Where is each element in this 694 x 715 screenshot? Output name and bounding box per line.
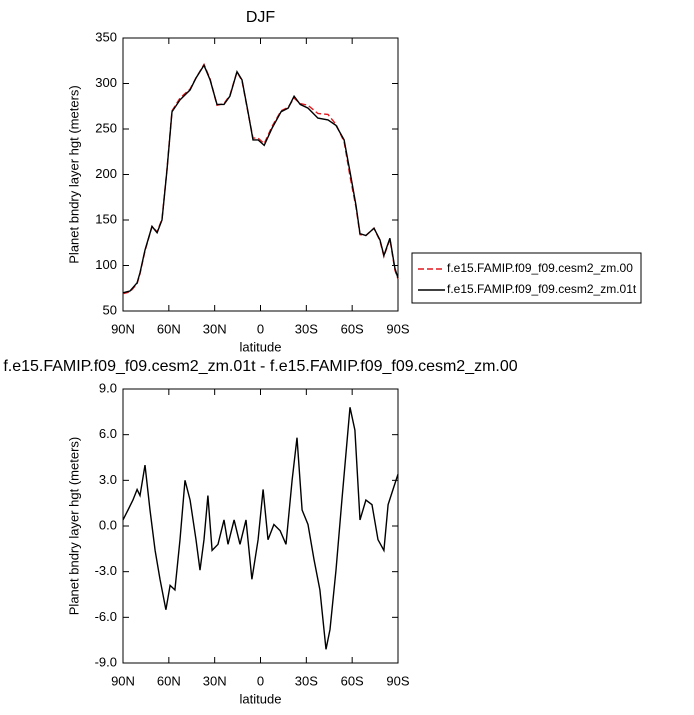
y-tick-label: -9.0 [95, 654, 117, 669]
x-tick-label: 60S [341, 321, 364, 336]
y-tick-label: 6.0 [99, 426, 117, 441]
y-tick-label: 300 [95, 75, 117, 90]
plot-frame [122, 37, 399, 312]
x-tick-label: 90S [386, 673, 409, 688]
x-tick-label: 0 [257, 673, 264, 688]
x-tick-label: 60S [341, 673, 364, 688]
x-axis-label: latitude [240, 339, 282, 354]
y-tick-label: 0.0 [99, 517, 117, 532]
y-tick-label: -6.0 [95, 609, 117, 624]
legend-label: f.e15.FAMIP.f09_f09.cesm2_zm.01t [447, 282, 637, 296]
y-axis-label: Planet bndry layer hgt (meters) [66, 437, 81, 615]
legend-label: f.e15.FAMIP.f09_f09.cesm2_zm.00 [447, 261, 633, 275]
y-tick-label: 150 [95, 211, 117, 226]
line-series [122, 63, 399, 294]
x-tick-label: 30S [295, 321, 318, 336]
y-tick-label: 50 [103, 302, 117, 317]
x-tick-label: 90S [386, 321, 409, 336]
x-tick-label: 0 [257, 321, 264, 336]
y-tick-label: 100 [95, 257, 117, 272]
x-tick-label: 60N [157, 321, 181, 336]
y-tick-label: 3.0 [99, 472, 117, 487]
x-tick-label: 60N [157, 673, 181, 688]
y-tick-label: 350 [95, 29, 117, 44]
line-series [122, 407, 399, 650]
line-series [122, 62, 399, 295]
legend-box [411, 252, 642, 304]
y-tick-label: 200 [95, 166, 117, 181]
x-tick-label: 90N [111, 673, 135, 688]
x-tick-label: 30N [203, 321, 227, 336]
chart-title: f.e15.FAMIP.f09_f09.cesm2_zm.01t - f.e15… [3, 358, 517, 375]
x-tick-label: 90N [111, 321, 135, 336]
chart-title: DJF [246, 9, 276, 26]
y-tick-label: 9.0 [99, 380, 117, 395]
plot-frame [122, 388, 399, 664]
y-tick-label: 250 [95, 120, 117, 135]
y-tick-label: -3.0 [95, 563, 117, 578]
x-axis-label: latitude [240, 691, 282, 706]
x-tick-label: 30S [295, 673, 318, 688]
y-axis-label: Planet bndry layer hgt (meters) [66, 85, 81, 263]
x-tick-label: 30N [203, 673, 227, 688]
